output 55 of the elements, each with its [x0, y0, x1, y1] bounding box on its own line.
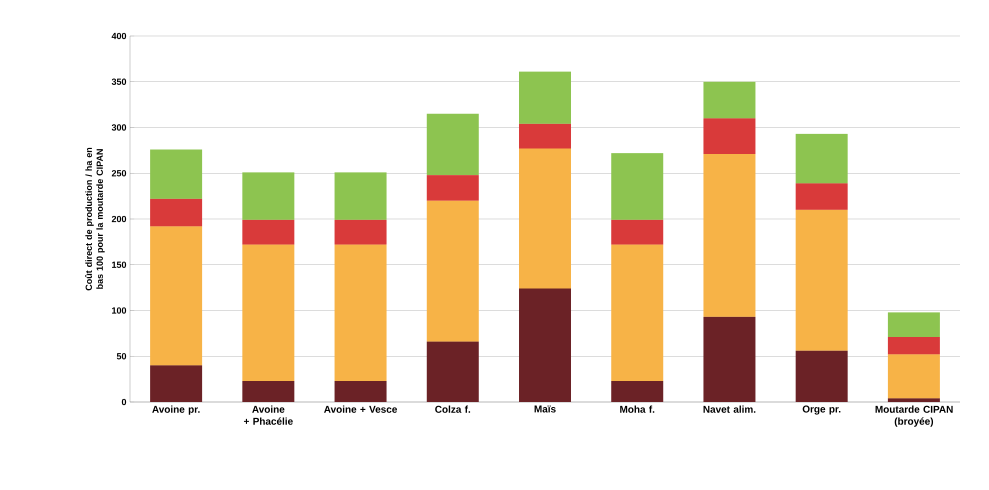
bar: [796, 183, 848, 210]
bar: [242, 380, 294, 402]
y-axis-title: Coût direct de production / ha en bas 100 pour la moutarde CIPAN: [85, 148, 105, 290]
bar: [334, 380, 387, 402]
bar: [150, 198, 202, 226]
y-tick-label: 150: [112, 262, 126, 268]
x-tick-label: Avoine + Phacélie: [244, 406, 293, 425]
bar: [426, 114, 479, 176]
bar: [150, 149, 202, 199]
y-tick-label: 50: [116, 353, 126, 360]
bar: [703, 316, 756, 402]
bar: [519, 148, 572, 289]
x-tick-label: Orge pr.: [802, 406, 840, 415]
bar: [426, 200, 479, 342]
bar: [150, 226, 202, 366]
y-tick-label: 300: [112, 124, 126, 131]
bar: [519, 72, 572, 124]
bar: [611, 153, 664, 220]
x-tick-label: Colza f.: [435, 406, 470, 413]
x-tick-label: Moha f.: [620, 406, 654, 413]
x-tick-label: Moutarde CIPAN (broyée): [876, 406, 953, 427]
bar: [703, 82, 756, 118]
bar: [888, 337, 940, 354]
bar: [519, 288, 572, 402]
x-tick-label: Avoine + Vesce: [324, 406, 398, 413]
y-tick-label: 0: [122, 398, 126, 406]
y-tick-label: 350: [112, 78, 126, 85]
bar: [888, 312, 940, 338]
x-tick-label: Navet alim.: [704, 406, 756, 413]
bar: [611, 380, 664, 402]
bar: [150, 365, 202, 402]
x-tick-label: Maïs: [534, 406, 556, 413]
bar: [796, 210, 848, 351]
bar: [242, 220, 294, 245]
y-tick-label: 200: [112, 216, 126, 222]
bar: [703, 118, 756, 154]
bar: [426, 342, 479, 402]
y-tick-label: 250: [112, 170, 126, 176]
bar: [334, 220, 387, 245]
x-tick-label: Avoine pr.: [152, 406, 200, 415]
bar: [796, 134, 848, 184]
bar: [334, 172, 387, 220]
bar: [519, 124, 572, 149]
bar: [334, 244, 387, 381]
bar: [611, 244, 664, 381]
bar: [426, 175, 479, 201]
bar: [242, 172, 294, 220]
bar: [611, 220, 664, 245]
bar: [888, 398, 940, 402]
y-tick-label: 100: [112, 307, 126, 314]
y-tick-label: 400: [112, 32, 126, 40]
bar: [888, 354, 940, 398]
bar: [796, 350, 848, 402]
bar: [703, 154, 756, 317]
bar: [242, 244, 294, 381]
